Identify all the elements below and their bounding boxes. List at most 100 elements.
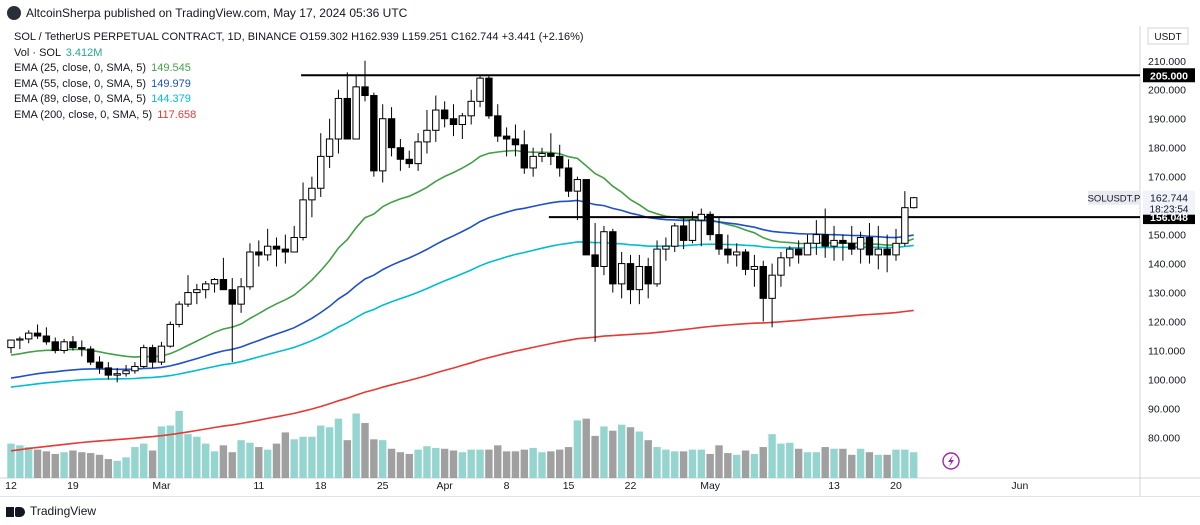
- legend-symbol-row: SOL / TetherUS PERPETUAL CONTRACT, 1D, B…: [14, 30, 584, 46]
- candle: [202, 280, 210, 299]
- candle: [733, 243, 741, 267]
- candle-body: [42, 335, 51, 343]
- volume-bars: [7, 410, 918, 478]
- candle-body: [210, 279, 219, 285]
- volume-bar: [432, 447, 440, 478]
- ema200-value: 117.658: [157, 108, 197, 121]
- candle-body: [626, 263, 635, 291]
- candle: [405, 150, 413, 168]
- volume-bar: [502, 451, 511, 478]
- volume-bar: [733, 454, 741, 478]
- volume-bar: [396, 452, 405, 478]
- candle: [219, 257, 228, 291]
- ema89-label: EMA (89, close, 0, SMA, 5): [14, 93, 147, 106]
- volume-bar: [839, 448, 847, 478]
- price-tick-label: 100.000: [1148, 374, 1186, 386]
- candle: [520, 130, 528, 174]
- candle: [679, 217, 688, 250]
- candle-body: [494, 115, 502, 137]
- candle-body: [263, 245, 272, 256]
- chart-frame[interactable]: USDT 210.000 200.000 190.000 180.000 170.000 1…: [0, 26, 1200, 496]
- volume-bar: [688, 449, 697, 478]
- candle: [228, 278, 236, 363]
- candle-body: [317, 155, 325, 189]
- candle: [750, 254, 759, 287]
- volume-bar: [325, 427, 334, 478]
- volume-bar: [237, 440, 245, 478]
- candle-body: [573, 179, 582, 192]
- volume-bar: [86, 453, 95, 478]
- candle: [379, 104, 387, 183]
- currency-box: [1147, 27, 1189, 45]
- candle-body: [502, 135, 511, 140]
- volume-bar: [883, 454, 891, 478]
- price-tick-label: 110.000: [1148, 346, 1185, 358]
- candle-body: [202, 283, 210, 291]
- volume-bar: [299, 436, 307, 478]
- candle-body: [272, 245, 281, 250]
- header-bar: AltcoinSherpa published on TradingView.c…: [0, 0, 1200, 26]
- candle-body: [865, 237, 874, 256]
- candle: [538, 147, 546, 163]
- candle: [865, 223, 874, 264]
- volume-bar: [520, 449, 528, 478]
- candle-body: [883, 248, 891, 256]
- level-205-badge: 205.000: [1150, 70, 1188, 82]
- volume-bar: [848, 454, 856, 478]
- candle: [352, 75, 360, 140]
- candle: [564, 159, 573, 197]
- candle: [582, 179, 590, 256]
- time-tick-label: 8: [504, 480, 510, 492]
- volume-bar: [157, 426, 166, 478]
- candle: [325, 118, 334, 168]
- volume-bar: [547, 451, 555, 478]
- candle: [547, 133, 555, 166]
- ohlc-close: C162.744: [450, 31, 499, 43]
- level-156-badge: 156.048: [1150, 212, 1188, 224]
- candle-body: [511, 138, 520, 146]
- candle: [299, 182, 307, 241]
- legend-ema89-row: EMA (89, close, 0, SMA, 5) 144.379: [14, 92, 584, 108]
- candle: [370, 92, 378, 177]
- candle-body: [308, 187, 316, 201]
- volume-bar: [741, 450, 750, 478]
- price-tick-label: 210.000: [1148, 56, 1186, 68]
- candle: [60, 338, 68, 354]
- lightning-icon: [942, 452, 960, 470]
- ema89-value: 144.379: [151, 93, 191, 106]
- volume-bar: [679, 451, 688, 478]
- candle-body: [7, 339, 15, 349]
- volume-bar: [42, 451, 51, 478]
- volume-bar: [272, 443, 281, 478]
- candle-body: [440, 109, 449, 120]
- volume-bar: [166, 425, 174, 478]
- candle-body: [830, 239, 838, 247]
- candle: [210, 278, 219, 293]
- candle-body: [520, 144, 528, 169]
- candle: [51, 337, 59, 354]
- candle-body: [786, 248, 794, 259]
- volume-bar: [609, 430, 617, 478]
- candle-body: [485, 77, 493, 117]
- ohlc-low: L159.251: [401, 31, 448, 43]
- candle-body: [219, 279, 228, 291]
- ema-line: [10, 241, 914, 388]
- volume-bar: [750, 453, 759, 478]
- candle-body: [25, 332, 33, 340]
- candle-body: [299, 199, 307, 239]
- candle-body: [423, 129, 431, 143]
- candle-body: [794, 248, 803, 256]
- candle: [494, 104, 502, 142]
- candle: [237, 278, 245, 313]
- volume-bar: [33, 449, 42, 478]
- candle: [741, 249, 750, 276]
- price-chart[interactable]: USDT 210.000 200.000 190.000 180.000 170.000 1…: [0, 26, 1200, 496]
- candle: [467, 89, 475, 125]
- candle-body: [184, 292, 192, 305]
- candle-body: [414, 141, 422, 165]
- volume-bar: [573, 420, 582, 478]
- candle: [140, 344, 148, 368]
- candle-body: [582, 179, 590, 256]
- volume-bar: [308, 436, 316, 478]
- volume-bar: [148, 450, 157, 478]
